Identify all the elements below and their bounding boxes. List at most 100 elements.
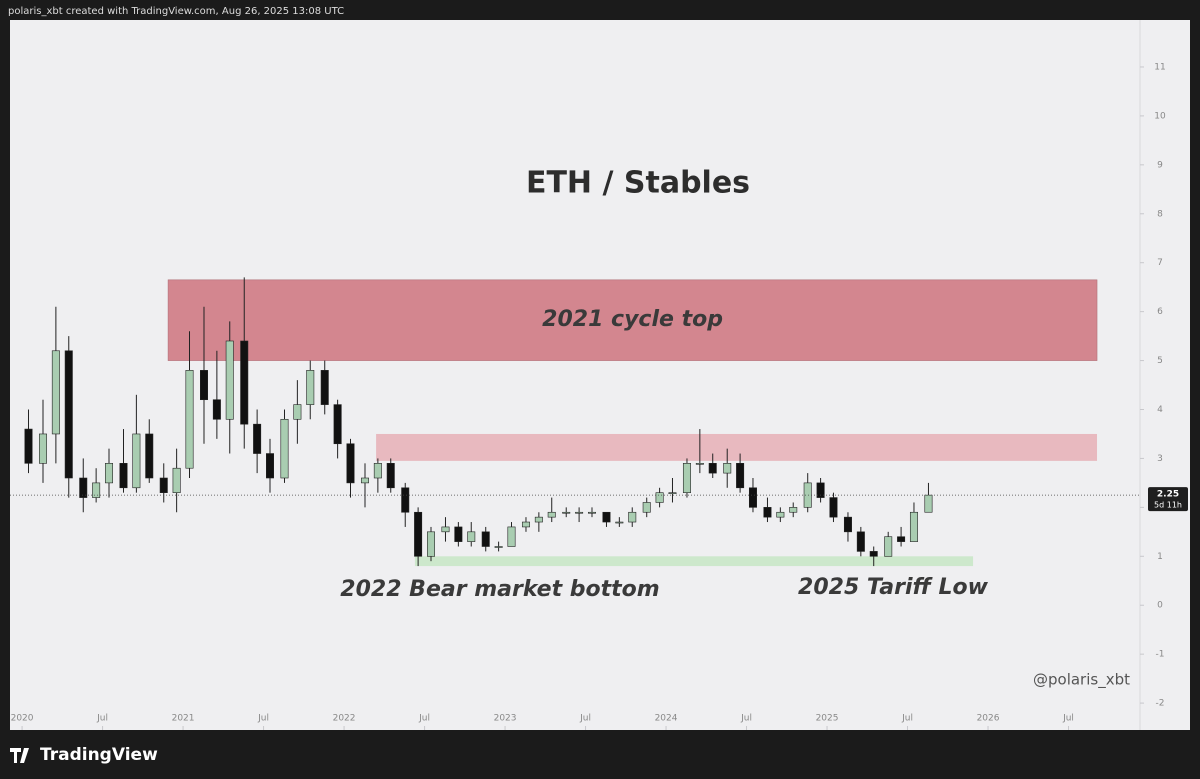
- candle-body: [293, 404, 302, 420]
- candle-body: [628, 511, 637, 523]
- x-tick-label: Jul: [1062, 714, 1074, 724]
- candle-body: [723, 463, 732, 474]
- candle-body: [534, 516, 543, 523]
- candle-body: [212, 399, 221, 420]
- candle-body: [924, 494, 933, 513]
- candle-body: [816, 482, 825, 498]
- x-tick-label: 2020: [11, 714, 34, 724]
- candle-body: [467, 531, 476, 542]
- candle-body: [105, 463, 113, 484]
- candle-body: [575, 511, 584, 514]
- candle-body: [64, 350, 73, 479]
- candle-body: [521, 521, 530, 528]
- y-tick-label: 10: [1154, 111, 1166, 121]
- candle-body: [414, 511, 423, 557]
- x-tick-label: Jul: [96, 714, 108, 724]
- candle-body: [909, 511, 918, 542]
- candle-body: [24, 428, 33, 464]
- candle-body: [748, 487, 757, 508]
- x-tick-label: 2026: [977, 714, 1000, 724]
- candle-body: [320, 370, 329, 405]
- y-tick-label: 1: [1157, 552, 1163, 562]
- candle-body: [132, 433, 141, 489]
- watermark: @polaris_xbt: [1033, 671, 1130, 690]
- candle-body: [776, 511, 785, 518]
- candle-body: [763, 507, 772, 518]
- x-tick-label: 2021: [172, 714, 195, 724]
- x-tick-label: 2023: [494, 714, 517, 724]
- x-tick-label: Jul: [901, 714, 913, 724]
- x-tick-label: 2022: [333, 714, 356, 724]
- candle-body: [346, 443, 355, 484]
- candle-body: [884, 536, 893, 557]
- zone: [414, 556, 974, 567]
- candle-body: [695, 463, 704, 465]
- candle-body: [92, 482, 101, 498]
- candle-body: [225, 340, 234, 420]
- y-tick-label: 4: [1157, 405, 1163, 415]
- x-tick-label: 2024: [655, 714, 678, 724]
- zone: [167, 279, 1098, 361]
- candle-body: [655, 492, 664, 503]
- candle-body: [615, 521, 624, 524]
- candle-body: [454, 526, 463, 542]
- candle-body: [547, 511, 556, 518]
- header: polaris_xbt created with TradingView.com…: [8, 6, 344, 17]
- x-tick-label: 2025: [816, 714, 839, 724]
- chart-title: ETH / Stables: [526, 166, 750, 201]
- candle-body: [79, 477, 88, 498]
- candle-body: [386, 463, 395, 489]
- candle-body: [441, 526, 450, 533]
- zone: [376, 433, 1098, 461]
- brand: TradingView: [40, 745, 158, 765]
- candle-body: [856, 531, 865, 552]
- candle-body: [39, 433, 47, 464]
- candle-body: [829, 497, 838, 518]
- candle-body: [736, 463, 745, 489]
- candle-body: [401, 487, 410, 513]
- countdown: 5d 11h: [1154, 501, 1182, 510]
- y-tick-label: -1: [1156, 650, 1165, 660]
- candle-body: [119, 463, 128, 489]
- candle-body: [494, 546, 503, 548]
- zone-label: 2021 cycle top: [542, 307, 723, 332]
- candle-body: [373, 463, 382, 479]
- candle-body: [843, 516, 852, 533]
- candle-body: [145, 433, 154, 479]
- brand-logo: TradingView: [10, 745, 158, 765]
- y-tick-label: 8: [1157, 209, 1163, 219]
- candle-body: [562, 511, 571, 514]
- candle-body: [253, 423, 262, 454]
- x-tick-label: Jul: [740, 714, 752, 724]
- y-tick-label: 0: [1157, 601, 1163, 611]
- candle-body: [708, 463, 717, 474]
- candle-body: [427, 531, 435, 557]
- candle-body: [360, 477, 369, 484]
- candle-body: [280, 418, 289, 479]
- y-tick-label: 3: [1157, 454, 1163, 464]
- candle-body: [682, 463, 691, 493]
- x-tick-label: Jul: [418, 714, 430, 724]
- annotation: 2022 Bear market bottom: [340, 577, 659, 602]
- candle-body: [333, 404, 342, 445]
- last-price-label: 2.25: [1157, 490, 1179, 500]
- candle-body: [159, 477, 168, 493]
- candle-body: [587, 511, 596, 514]
- y-tick-label: -2: [1156, 699, 1165, 709]
- candle-body: [507, 526, 516, 547]
- candle-body: [789, 507, 798, 513]
- candle-body: [481, 531, 490, 547]
- candle-body: [240, 340, 249, 425]
- annotation: 2025 Tariff Low: [798, 575, 989, 600]
- x-tick-label: Jul: [579, 714, 591, 724]
- x-tick-label: Jul: [257, 714, 269, 724]
- candle-body: [306, 370, 315, 405]
- y-tick-label: 7: [1157, 258, 1163, 268]
- candle-body: [869, 551, 878, 557]
- candle-body: [185, 370, 194, 469]
- y-tick-label: 11: [1154, 62, 1165, 72]
- candle-body: [51, 350, 60, 435]
- candle-body: [602, 511, 611, 523]
